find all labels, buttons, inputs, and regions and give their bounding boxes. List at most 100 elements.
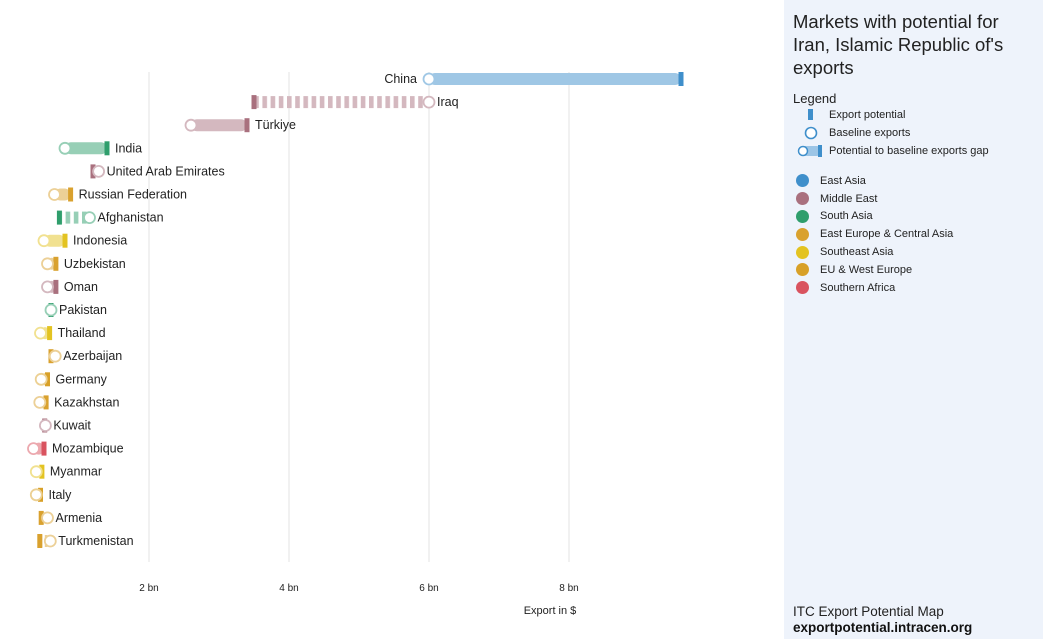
region-dot-icon [796, 192, 809, 206]
baseline-marker [83, 211, 96, 225]
market-row[interactable]: Uzbekistan [41, 256, 126, 271]
region-dot-icon [796, 174, 809, 188]
gap-bar [59, 211, 90, 224]
panel-title: Markets with potential for Iran, Islamic… [793, 11, 1004, 78]
legend-item-gap: Potential to baseline exports gap [793, 142, 1033, 160]
baseline-marker [41, 257, 54, 271]
x-tick-label: 8 bn [559, 583, 578, 594]
market-row[interactable]: Pakistan [44, 303, 107, 317]
region-label: Southern Africa [820, 281, 896, 294]
region-label: South Asia [820, 210, 873, 223]
market-label: Pakistan [59, 303, 107, 317]
market-label: Armenia [56, 511, 103, 525]
region-legend: East Asia Middle East South Asia East Eu… [793, 172, 1033, 297]
baseline-marker [422, 95, 436, 109]
baseline-marker [41, 280, 54, 294]
market-label: Uzbekistan [64, 257, 126, 271]
baseline-marker [41, 511, 54, 525]
x-tick-label: 6 bn [419, 583, 438, 594]
market-row[interactable]: Türkiye [184, 118, 297, 133]
potential-mark [251, 95, 257, 110]
potential-mark [41, 441, 47, 456]
market-label: Italy [49, 488, 73, 502]
market-label: Indonesia [73, 234, 127, 248]
gap-bar [191, 119, 247, 132]
region-middle-east: Middle East [793, 190, 1033, 208]
region-label: East Asia [820, 174, 866, 187]
market-row[interactable]: Kazakhstan [33, 395, 119, 410]
market-label: Kuwait [53, 419, 91, 433]
region-east-europe-central-asia: East Europe & Central Asia [793, 225, 1033, 243]
region-south-asia: South Asia [793, 208, 1033, 226]
potential-mark [68, 187, 74, 202]
baseline-marker [34, 326, 47, 340]
x-tick-label: 4 bn [279, 583, 298, 594]
market-label: United Arab Emirates [107, 164, 225, 178]
market-row[interactable]: Iraq [251, 95, 459, 110]
market-row[interactable]: Oman [41, 279, 98, 294]
market-label: Azerbaijan [63, 349, 122, 363]
market-label: China [384, 72, 417, 86]
market-row[interactable]: China [384, 72, 684, 86]
baseline-circle-icon [804, 126, 818, 140]
market-label: Türkiye [255, 118, 296, 132]
market-label: Iraq [437, 95, 459, 109]
market-row[interactable]: Thailand [34, 326, 106, 341]
baseline-marker [29, 465, 43, 479]
market-bars: China Iraq Türkiye India United Arab Emirate… [27, 72, 684, 548]
region-label: Southeast Asia [820, 246, 894, 259]
market-label: Thailand [58, 326, 106, 340]
legend-label: Potential to baseline exports gap [829, 145, 989, 157]
market-label: Myanmar [50, 465, 102, 479]
baseline-marker [37, 234, 51, 248]
market-row[interactable]: Italy [29, 487, 73, 502]
baseline-marker [184, 118, 198, 132]
market-row[interactable]: Azerbaijan [48, 349, 123, 364]
baseline-marker [34, 372, 48, 386]
market-row[interactable]: Turkmenistan [37, 534, 134, 548]
baseline-marker [48, 349, 62, 363]
market-row[interactable]: Myanmar [29, 464, 102, 479]
market-label: Germany [56, 372, 108, 386]
baseline-marker [422, 72, 436, 86]
market-row[interactable]: United Arab Emirates [90, 164, 225, 179]
market-row[interactable]: Germany [34, 372, 108, 387]
region-southern-africa: Southern Africa [793, 279, 1033, 297]
market-row[interactable]: Afghanistan [56, 210, 164, 225]
market-row[interactable]: Kuwait [39, 418, 92, 433]
region-dot-icon [796, 209, 809, 223]
market-row[interactable]: India [58, 141, 143, 156]
x-tick-label: 2 bn [139, 583, 158, 594]
gap-bar [254, 96, 429, 109]
region-dot-icon [796, 227, 809, 241]
market-label: Mozambique [52, 442, 124, 456]
region-dot-icon [796, 263, 809, 277]
export-potential-chart: China Iraq Türkiye India United Arab Emirate… [27, 72, 684, 617]
footer-source: ITC Export Potential Map [793, 604, 944, 619]
potential-mark [62, 233, 68, 248]
baseline-marker [92, 164, 105, 178]
potential-mark [244, 118, 250, 133]
x-axis-title: Export in $ [524, 605, 577, 617]
footer-link[interactable]: exportpotential.intracen.org [793, 620, 973, 635]
market-row[interactable]: Russian Federation [48, 187, 187, 202]
potential-mark [56, 210, 62, 225]
gridlines [148, 72, 570, 562]
region-dot-icon [796, 281, 809, 295]
region-label: Middle East [820, 192, 878, 205]
baseline-marker [33, 395, 47, 409]
baseline-marker [43, 534, 57, 548]
baseline-marker [27, 442, 40, 456]
baseline-marker [44, 303, 58, 317]
baseline-marker [48, 188, 61, 201]
market-label: Russian Federation [79, 188, 187, 202]
market-label: India [115, 141, 142, 155]
market-row[interactable]: Armenia [38, 510, 103, 525]
region-dot-icon [796, 245, 809, 259]
side-panel: Markets with potential for Iran, Islamic… [784, 0, 1043, 639]
region-eu-west-europe: EU & West Europe [793, 261, 1033, 279]
market-row[interactable]: Indonesia [37, 233, 128, 248]
legend-heading: Legend [793, 91, 837, 106]
gap-bar [65, 142, 107, 155]
market-row[interactable]: Mozambique [27, 441, 124, 456]
